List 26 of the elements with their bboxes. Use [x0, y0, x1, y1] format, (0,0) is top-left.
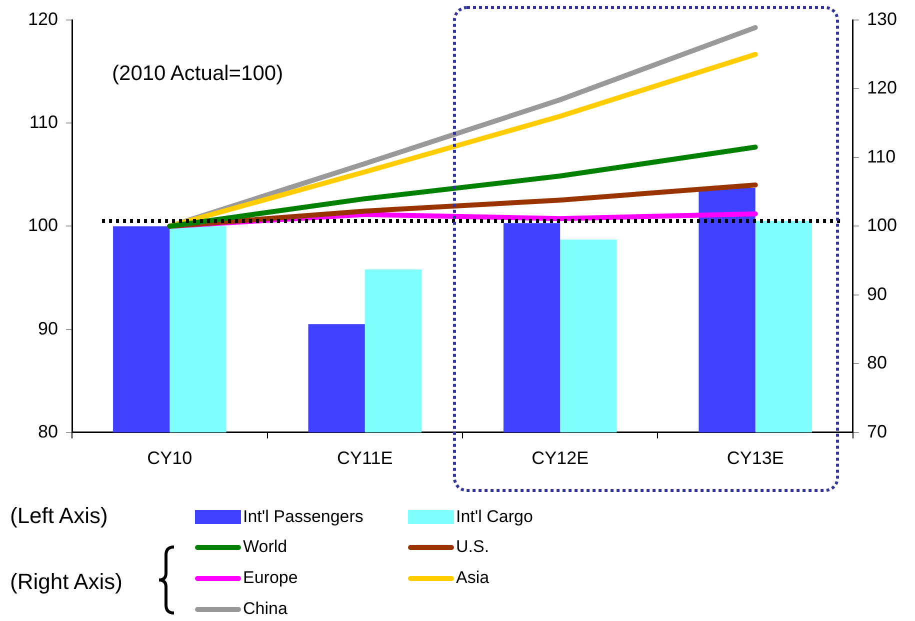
- y-tick-label: 120: [28, 8, 58, 29]
- y2-tick-label: 80: [866, 352, 887, 373]
- legend-label: China: [243, 599, 288, 619]
- legend-label: Asia: [456, 568, 490, 588]
- legend-label: Europe: [243, 568, 298, 588]
- x-tick-label: CY13E: [726, 448, 784, 468]
- y-tick-label: 80: [38, 421, 58, 442]
- y-tick-label: 100: [28, 215, 58, 236]
- x-tick-label: CY12E: [532, 448, 589, 468]
- y2-tick-label: 90: [866, 284, 887, 304]
- y-tick-label: 90: [38, 318, 58, 338]
- y2-tick-label: 130: [866, 8, 898, 29]
- y2-tick-label: 110: [866, 146, 896, 166]
- x-tick-label: CY11E: [337, 448, 393, 468]
- y2-tick-label: 100: [866, 215, 898, 236]
- y-tick-label: 110: [29, 112, 58, 132]
- text: (Right Axis): [10, 569, 122, 595]
- annotation: (2010 Actual=100): [112, 62, 284, 86]
- text: (Left Axis): [10, 503, 108, 529]
- legend-label: U.S.: [456, 537, 490, 557]
- y2-tick-label: 120: [866, 78, 898, 98]
- y2-tick-label: 70: [866, 421, 887, 442]
- legend-label: Int'l Passengers: [243, 507, 364, 527]
- x-tick-label: CY10: [147, 448, 192, 468]
- legend-label: Int'l Cargo: [456, 507, 533, 527]
- legend-label: World: [243, 537, 288, 557]
